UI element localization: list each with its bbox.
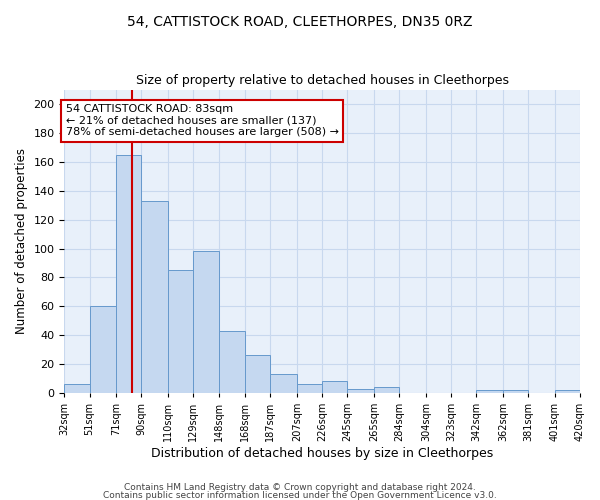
Bar — [271, 374, 297, 393]
Y-axis label: Number of detached properties: Number of detached properties — [15, 148, 28, 334]
Bar — [245, 356, 271, 393]
Text: 54 CATTISTOCK ROAD: 83sqm
← 21% of detached houses are smaller (137)
78% of semi: 54 CATTISTOCK ROAD: 83sqm ← 21% of detac… — [66, 104, 339, 137]
Bar — [64, 384, 89, 393]
Bar — [555, 390, 580, 393]
Title: Size of property relative to detached houses in Cleethorpes: Size of property relative to detached ho… — [136, 74, 509, 87]
Bar — [322, 382, 347, 393]
X-axis label: Distribution of detached houses by size in Cleethorpes: Distribution of detached houses by size … — [151, 447, 493, 460]
Bar — [142, 201, 168, 393]
Text: Contains public sector information licensed under the Open Government Licence v3: Contains public sector information licen… — [103, 490, 497, 500]
Bar — [193, 252, 218, 393]
Bar — [168, 270, 193, 393]
Bar — [374, 388, 399, 393]
Bar — [89, 306, 116, 393]
Bar — [347, 388, 374, 393]
Bar — [503, 390, 528, 393]
Bar — [116, 154, 142, 393]
Bar — [218, 331, 245, 393]
Text: Contains HM Land Registry data © Crown copyright and database right 2024.: Contains HM Land Registry data © Crown c… — [124, 484, 476, 492]
Text: 54, CATTISTOCK ROAD, CLEETHORPES, DN35 0RZ: 54, CATTISTOCK ROAD, CLEETHORPES, DN35 0… — [127, 15, 473, 29]
Bar — [476, 390, 503, 393]
Bar — [297, 384, 322, 393]
